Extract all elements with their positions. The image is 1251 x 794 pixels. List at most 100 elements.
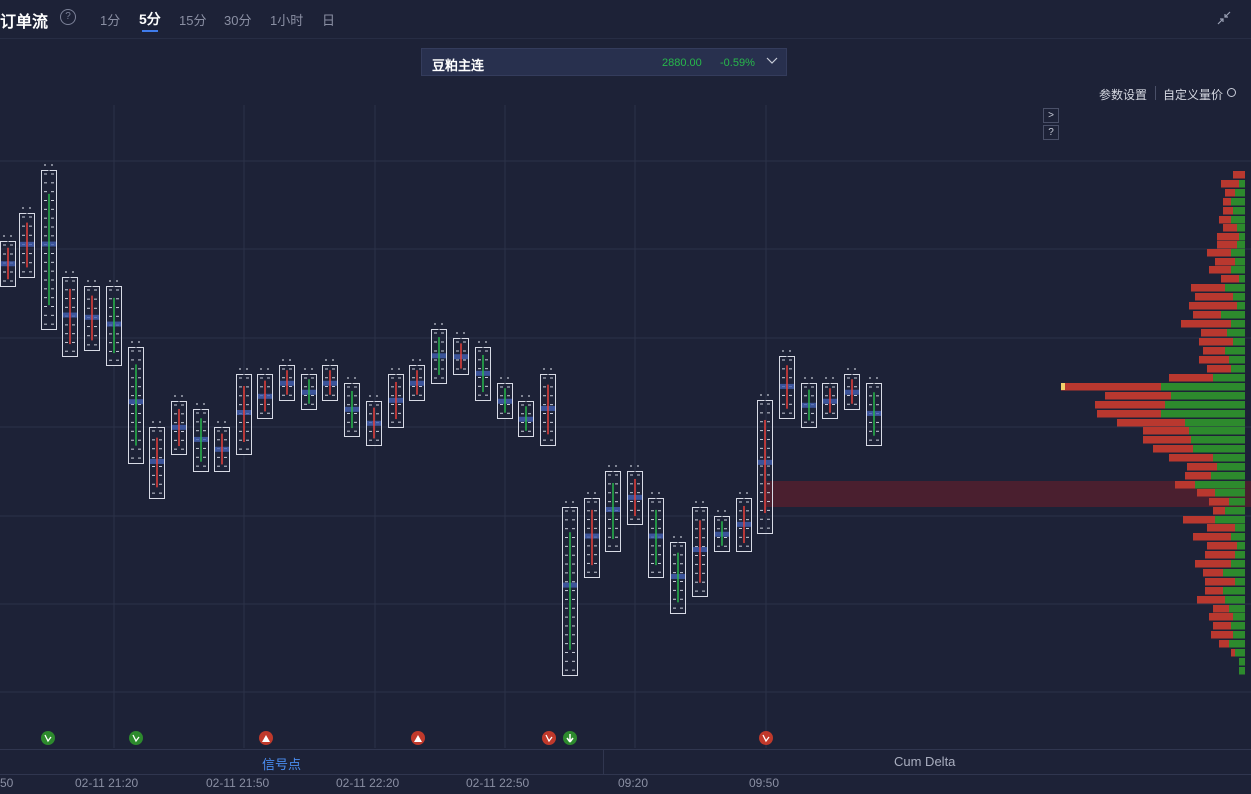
profile-buy-bar [1231, 249, 1245, 257]
settings-icon[interactable] [1227, 88, 1236, 97]
hook-icon [132, 734, 140, 743]
help-icon[interactable]: ? [60, 9, 76, 25]
profile-buy-bar [1221, 311, 1245, 319]
profile-buy-bar [1233, 338, 1245, 346]
profile-sell-bar [1223, 224, 1237, 232]
top-dot [717, 510, 719, 512]
profile-buy-bar [1235, 649, 1245, 657]
top-dot [181, 395, 183, 397]
profile-sell-bar [1207, 249, 1231, 257]
profile-sell-bar [1213, 622, 1231, 630]
custom-volume-price-button[interactable]: 自定义量价 [1163, 88, 1224, 102]
profile-buy-bar [1235, 524, 1245, 532]
top-dot [565, 501, 567, 503]
top-dot [391, 368, 393, 370]
profile-buy-bar [1237, 224, 1245, 232]
symbol-selector[interactable]: 豆粕主连 2880.00 -0.59% [421, 48, 787, 76]
top-dot [224, 421, 226, 423]
top-dot [354, 377, 356, 379]
profile-sell-bar [1169, 374, 1213, 382]
profile-buy-bar [1161, 410, 1245, 418]
top-dot [507, 377, 509, 379]
profile-sell-bar [1187, 463, 1217, 471]
profile-sell-bar [1143, 427, 1189, 435]
footprint-chart[interactable] [0, 100, 1251, 748]
timeframe-day[interactable]: 日 [322, 13, 336, 28]
top-dot [332, 359, 334, 361]
top-dot [485, 341, 487, 343]
top-dot [608, 465, 610, 467]
profile-buy-bar [1227, 329, 1245, 337]
chevron-down-icon[interactable] [766, 55, 778, 67]
top-dot [311, 368, 313, 370]
timeframe-1m[interactable]: 1分 [100, 13, 121, 28]
top-dot [65, 271, 67, 273]
params-settings-button[interactable]: 参数设置 [1099, 88, 1148, 102]
profile-sell-bar [1207, 365, 1231, 373]
profile-sell-bar [1203, 569, 1223, 577]
profile-buy-bar [1223, 587, 1245, 595]
top-dot [116, 280, 118, 282]
profile-sell-bar [1205, 551, 1235, 559]
profile-buy-bar [1171, 392, 1245, 400]
signal-marker [759, 731, 773, 745]
profile-sell-bar [1221, 180, 1239, 188]
indicator-tabs: 信号点 Cum Delta [0, 749, 1251, 775]
timeframe-5m[interactable]: 5分 [139, 11, 161, 27]
expand-panel-button[interactable]: > [1043, 108, 1059, 123]
timeframe-15m[interactable]: 15分 [179, 13, 207, 28]
profile-sell-bar [1181, 320, 1231, 328]
time-axis-label: 09:50 [749, 776, 780, 790]
top-dot [267, 368, 269, 370]
top-dot [521, 395, 523, 397]
profile-sell-bar [1213, 605, 1229, 613]
profile-sell-bar [1195, 293, 1233, 301]
up-triangle-icon [262, 735, 270, 742]
top-dot [3, 235, 5, 237]
signal-marker [41, 731, 55, 745]
active-timeframe-indicator [142, 30, 158, 32]
profile-sell-bar [1209, 498, 1229, 506]
profile-buy-bar [1191, 436, 1245, 444]
profile-sell-bar [1219, 216, 1231, 224]
top-dot [217, 421, 219, 423]
top-dot [282, 359, 284, 361]
profile-buy-bar [1215, 489, 1245, 497]
profile-buy-bar [1231, 560, 1245, 568]
profile-buy-bar [1239, 275, 1245, 283]
profile-buy-bar [1239, 658, 1245, 666]
profile-sell-bar [1195, 560, 1231, 568]
chart-help-button[interactable]: ? [1043, 125, 1059, 140]
profile-sell-bar [1197, 596, 1225, 604]
profile-buy-bar [1235, 551, 1245, 559]
timeframe-1h[interactable]: 1小时 [270, 13, 304, 28]
top-dot [832, 377, 834, 379]
profile-buy-bar [1235, 578, 1245, 586]
collapse-icon[interactable] [1217, 11, 1231, 25]
profile-sell-bar [1169, 454, 1213, 462]
timeframe-30m[interactable]: 30分 [224, 13, 252, 28]
top-dot [456, 332, 458, 334]
profile-buy-bar [1239, 667, 1245, 675]
page-title: 订单流 [0, 14, 49, 31]
time-axis-label: 02-11 22:20 [336, 776, 400, 790]
profile-sell-bar [1199, 338, 1233, 346]
volume-zone [766, 481, 1251, 507]
top-dot [767, 394, 769, 396]
top-dot [196, 403, 198, 405]
profile-sell-bar [1203, 347, 1225, 355]
profile-buy-bar [1165, 401, 1245, 409]
top-dot [203, 403, 205, 405]
signal-marker [542, 731, 556, 745]
tab-signal-points[interactable]: 信号点 [262, 757, 302, 772]
top-dot [347, 377, 349, 379]
top-dot [376, 395, 378, 397]
profile-buy-bar [1229, 356, 1245, 364]
top-dot [746, 492, 748, 494]
tab-divider [603, 750, 604, 774]
profile-sell-bar [1233, 171, 1245, 179]
profile-buy-bar [1229, 498, 1245, 506]
time-axis-label: 50 [0, 776, 14, 790]
tab-cum-delta[interactable]: Cum Delta [894, 754, 956, 769]
profile-sell-bar [1143, 436, 1191, 444]
